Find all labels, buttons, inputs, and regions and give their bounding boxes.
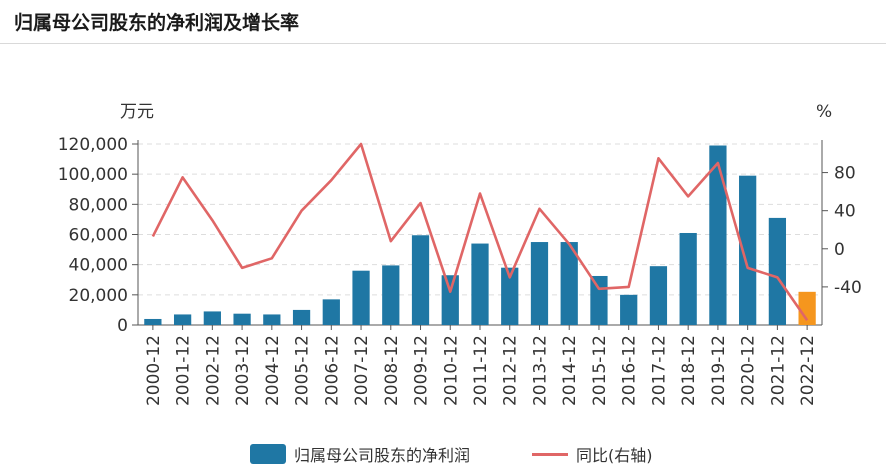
x-axis-tick-label: 2012-12 — [501, 335, 521, 406]
bar — [768, 217, 787, 325]
x-axis-tick-label: 2019-12 — [709, 335, 729, 406]
page-title: 归属母公司股东的净利润及增长率 — [14, 12, 300, 34]
legend-line-swatch — [532, 452, 568, 456]
legend-item-line[interactable]: 同比(右轴) — [532, 440, 653, 468]
x-axis-tick-label: 2002-12 — [203, 335, 223, 406]
legend-item-bar[interactable]: 归属母公司股东的净利润 — [250, 440, 470, 468]
bar — [263, 314, 281, 325]
legend-bar-swatch — [250, 444, 286, 464]
yoy-line — [151, 142, 809, 321]
x-axis-tick-label: 2022-12 — [798, 335, 818, 406]
legend-line-label: 同比(右轴) — [576, 446, 653, 465]
bar — [798, 291, 816, 325]
x-axis-tick-label: 2015-12 — [590, 335, 610, 406]
left-axis-tick-label: 120,000 — [58, 135, 128, 155]
right-axis-tick-label: 40 — [834, 202, 856, 222]
bar — [560, 242, 578, 325]
bar — [382, 265, 400, 325]
bar — [233, 313, 251, 325]
left-axis-unit: 万元 — [120, 102, 154, 122]
x-axis-tick-label: 2003-12 — [233, 335, 253, 406]
legend-bar-label: 归属母公司股东的净利润 — [294, 446, 471, 465]
x-axis-tick-label: 2004-12 — [263, 335, 283, 406]
bar — [292, 309, 311, 325]
bar — [203, 311, 221, 325]
bar — [471, 243, 489, 325]
x-axis-tick-label: 2017-12 — [649, 335, 669, 406]
bar — [709, 145, 727, 325]
bar — [620, 294, 638, 325]
bar — [352, 270, 370, 325]
bar — [739, 175, 757, 325]
x-axis-tick-label: 2000-12 — [144, 335, 164, 406]
x-axis-tick-label: 2013-12 — [530, 335, 550, 406]
left-axis-tick-label: 60,000 — [69, 226, 128, 246]
left-axis-tick-label: 100,000 — [58, 165, 128, 185]
right-axis-tick-label: 0 — [834, 240, 845, 260]
x-axis-tick-label: 2018-12 — [679, 335, 699, 406]
bar — [441, 275, 459, 325]
bar — [590, 275, 608, 325]
bar — [173, 314, 192, 325]
x-axis-tick-label: 2010-12 — [441, 335, 461, 406]
legend: 归属母公司股东的净利润 同比(右轴) — [0, 440, 886, 468]
x-axis-tick-label: 2011-12 — [471, 335, 491, 406]
x-axis-tick-label: 2005-12 — [293, 335, 313, 406]
left-axis-tick-label: 80,000 — [69, 195, 128, 215]
chart-canvas: 0 20,000 40,000 60,000 80,000 100,000 120,000 -… — [58, 102, 862, 406]
right-axis-tick-label: -40 — [834, 278, 862, 298]
bar — [530, 242, 549, 325]
left-axis-tick-label: 40,000 — [69, 256, 128, 276]
bar — [411, 235, 430, 325]
title-bar: 归属母公司股东的净利润及增长率 — [0, 0, 886, 44]
bar — [649, 266, 668, 325]
left-axis-tick-label: 20,000 — [69, 286, 128, 306]
x-axis-tick-label: 2007-12 — [352, 335, 372, 406]
x-axis-tick-label: 2020-12 — [739, 335, 759, 406]
right-axis-tick-label: 80 — [834, 164, 856, 184]
x-axis-tick-label: 2009-12 — [412, 335, 432, 406]
bar — [679, 232, 697, 325]
x-axis-tick-label: 2008-12 — [382, 335, 402, 406]
right-axis-unit: % — [816, 102, 832, 122]
bar — [144, 318, 162, 325]
x-axis-tick-label: 2006-12 — [322, 335, 342, 406]
x-axis-tick-label: 2016-12 — [620, 335, 640, 406]
x-axis-tick-label: 2014-12 — [560, 335, 580, 406]
bar — [501, 267, 519, 325]
left-axis-tick-label: 0 — [117, 316, 128, 336]
bar — [322, 299, 340, 325]
x-axis-tick-label: 2021-12 — [768, 335, 788, 406]
x-axis-tick-label: 2001-12 — [174, 335, 194, 406]
